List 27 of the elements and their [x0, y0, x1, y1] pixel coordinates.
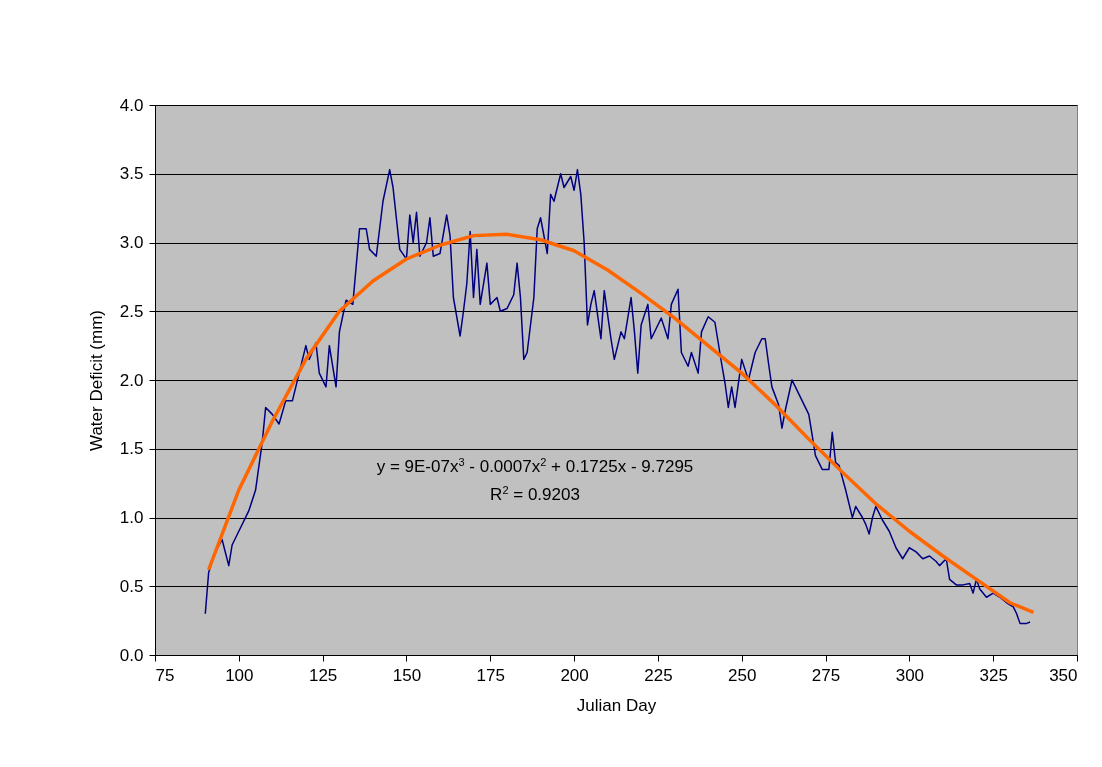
- y-tick-label: 4.0: [119, 95, 144, 115]
- x-tick-label: 100: [225, 665, 254, 685]
- x-tick-label: 75: [155, 665, 175, 685]
- x-tick-label: 150: [392, 665, 422, 685]
- x-tick-label: 325: [979, 665, 1008, 685]
- x-tick-label: 300: [895, 665, 925, 685]
- annotation: y = 9E-07x$^{3}$ - 0.0007x$^{2}$ + 0.1725x - 9.7295: [376, 456, 694, 476]
- y-tick-label: 2.5: [119, 301, 144, 321]
- x-tick-label: 225: [644, 665, 673, 685]
- x-tick-label: 200: [560, 665, 589, 685]
- y-tick-label: 3.5: [119, 164, 144, 184]
- x-tick-label: 275: [811, 665, 841, 685]
- x-tick-label: 125: [308, 665, 338, 685]
- line-series: [204, 168, 1031, 625]
- x-tick-label: 350: [1049, 665, 1078, 685]
- y-tick-label: 0.0: [119, 645, 144, 665]
- y-axis-title: Water Deficit (mm): [86, 309, 106, 452]
- x-axis-title: Julian Day: [576, 695, 657, 715]
- line-series: [206, 232, 1036, 615]
- annotation: R$^{2}$ = 0.9203: [490, 484, 580, 504]
- y-tick-label: 2.0: [119, 370, 144, 390]
- y-tick-label: 1.0: [119, 508, 144, 527]
- x-tick-label: 175: [476, 665, 505, 685]
- x-tick-label: 250: [728, 665, 757, 685]
- y-tick-label: 3.0: [119, 233, 144, 252]
- y-tick-label: 1.5: [119, 439, 144, 459]
- y-tick-label: 0.5: [119, 576, 144, 596]
